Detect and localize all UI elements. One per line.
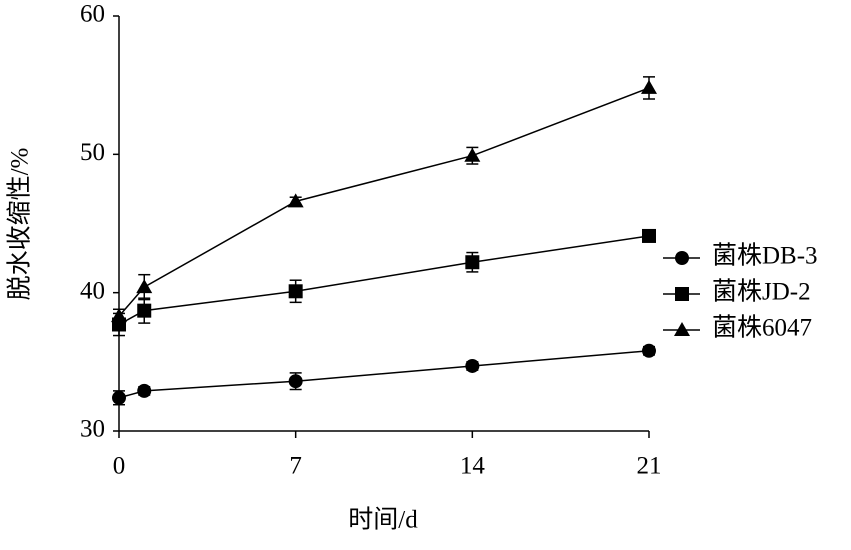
x-tick-label: 0 (113, 453, 126, 480)
y-tick-label: 60 (80, 1, 105, 28)
y-axis-label: 脱水收缩性/% (6, 148, 34, 301)
y-tick-label: 30 (80, 416, 105, 443)
legend-marker (674, 322, 690, 336)
marker (112, 390, 126, 405)
x-tick-label: 14 (460, 453, 486, 480)
marker (642, 228, 656, 243)
x-tick-label: 7 (289, 453, 302, 480)
marker (288, 284, 303, 299)
marker (287, 193, 304, 208)
series-line (118, 235, 650, 326)
marker (137, 383, 152, 398)
legend-marker (675, 287, 689, 301)
marker (288, 374, 303, 389)
marker (641, 79, 657, 94)
marker (137, 303, 152, 318)
series-line (118, 350, 650, 399)
legend-label: 菌株DB-3 (712, 242, 818, 270)
marker (465, 255, 480, 270)
marker (642, 343, 656, 358)
legend-marker (675, 251, 689, 265)
legend-label: 菌株6047 (712, 314, 812, 342)
y-tick-label: 40 (80, 277, 105, 304)
marker (465, 358, 480, 373)
series-line (118, 87, 650, 317)
legend-label: 菌株JD-2 (712, 278, 811, 306)
marker (136, 279, 153, 294)
marker (464, 147, 481, 162)
x-axis-label: 时间/d (348, 506, 418, 534)
y-tick-label: 50 (80, 139, 105, 166)
marker (111, 308, 127, 323)
x-tick-label: 21 (637, 453, 662, 480)
